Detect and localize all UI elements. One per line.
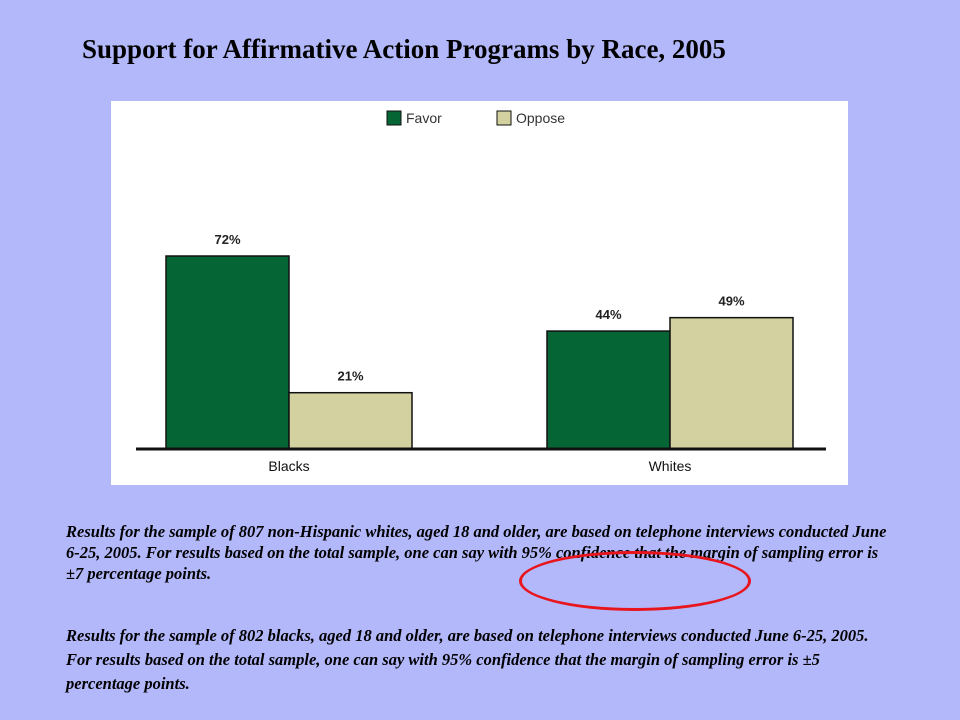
legend-swatch-favor <box>386 110 402 126</box>
x-tick-label-blacks: Blacks <box>268 458 309 474</box>
chart-legend: Favor Oppose <box>386 110 565 126</box>
x-tick-label-whites: Whites <box>649 458 692 474</box>
page-title: Support for Affirmative Action Programs … <box>82 34 726 64</box>
bar-favor-blacks <box>165 255 290 450</box>
bar-chart: Favor Oppose 72% 21% 44% 49% Blacks Whites <box>136 110 826 474</box>
chart-panel: Favor Oppose 72% 21% 44% 49% Blacks Whites <box>111 101 848 485</box>
data-label-oppose-blacks: 21% <box>337 369 363 384</box>
data-label-favor-blacks: 72% <box>214 232 240 247</box>
chart-data-labels: 72% 21% 44% 49% <box>214 232 744 384</box>
data-label-oppose-whites: 49% <box>718 294 744 309</box>
whites-sample-note: Results for the sample of 807 non-Hispan… <box>66 522 887 583</box>
bar-oppose-blacks <box>288 391 413 450</box>
legend-label-favor: Favor <box>406 110 442 126</box>
legend-label-oppose: Oppose <box>516 110 565 126</box>
chart-bars <box>165 255 794 450</box>
blacks-sample-note: Results for the sample of 802 blacks, ag… <box>66 626 869 693</box>
bar-oppose-whites <box>669 316 794 450</box>
x-axis-tick-labels: Blacks Whites <box>268 458 691 474</box>
data-label-favor-whites: 44% <box>595 307 621 322</box>
bar-favor-whites <box>546 330 671 450</box>
legend-swatch-oppose <box>496 110 512 126</box>
